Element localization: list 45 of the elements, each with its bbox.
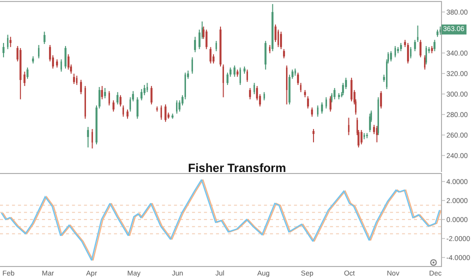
candlestick [136, 96, 138, 120]
candlestick [282, 48, 285, 59]
candlestick [334, 88, 336, 100]
candlestick [120, 94, 122, 107]
candlestick [234, 64, 236, 78]
candlestick [306, 96, 309, 110]
candlestick [64, 46, 66, 70]
candlestick [101, 85, 104, 100]
candlestick [67, 54, 70, 70]
candlestick [210, 46, 212, 64]
candlestick [104, 88, 106, 99]
candlestick [420, 39, 422, 58]
candlestick [297, 72, 299, 86]
candlestick [414, 39, 416, 52]
candlestick [434, 39, 436, 52]
candlestick [26, 67, 28, 80]
candlestick [312, 128, 314, 143]
candlestick [350, 77, 352, 102]
candlestick [164, 104, 166, 122]
candlestick [126, 109, 128, 120]
candlestick [87, 126, 89, 148]
candlestick [112, 100, 114, 112]
candlestick [43, 31, 46, 44]
candlestick [406, 42, 409, 64]
candlestick [311, 106, 313, 118]
candlestick [10, 36, 12, 48]
candlestick [380, 90, 382, 110]
candlestick [249, 88, 251, 100]
candlestick [368, 113, 371, 133]
candlestick [2, 42, 4, 58]
candlestick [194, 36, 196, 53]
candlestick [280, 31, 282, 50]
candlestick [321, 102, 323, 114]
candlestick [150, 85, 152, 105]
candlestick [390, 50, 392, 62]
candlestick [80, 79, 82, 95]
chart-title: Fisher Transform [188, 161, 286, 176]
candlestick [24, 71, 26, 86]
candlestick [205, 29, 208, 50]
candlestick [116, 92, 119, 105]
candlestick [329, 96, 332, 112]
candlestick [360, 130, 362, 145]
candlestick [264, 40, 266, 70]
candlestick [140, 88, 143, 101]
candlestick [73, 73, 75, 84]
